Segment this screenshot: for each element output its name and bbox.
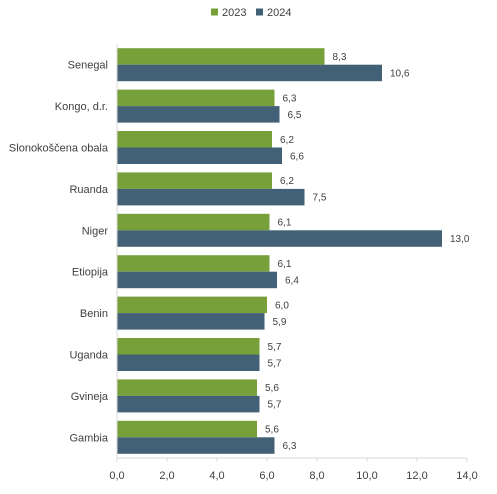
bar-2023 <box>117 420 257 438</box>
data-label: 6,1 <box>278 218 292 229</box>
legend-swatch-2023 <box>211 8 218 16</box>
bar-2023 <box>117 89 275 107</box>
x-tick-label: 14,0 <box>456 470 477 482</box>
axes: Senegal Kongo, d.r. Slonokoščena obala Ruan… <box>9 44 478 482</box>
data-label: 8,3 <box>333 52 347 63</box>
category-label: Niger <box>82 225 109 237</box>
data-label: 6,2 <box>280 176 294 187</box>
bar-2023 <box>117 172 272 189</box>
data-label: 5,7 <box>268 358 282 369</box>
data-label: 7,5 <box>313 193 327 204</box>
data-label: 5,7 <box>268 342 282 353</box>
bar-2024 <box>117 313 265 330</box>
x-tick-label: 12,0 <box>406 470 427 482</box>
category-label: Benin <box>80 308 108 320</box>
bar-2024 <box>117 230 442 247</box>
category-label: Gambia <box>69 432 108 444</box>
data-label: 6,1 <box>278 259 292 270</box>
data-label: 6,0 <box>275 300 289 311</box>
legend-label: 2023 <box>222 7 246 19</box>
bar-2023 <box>117 338 260 355</box>
x-tick-label: 10,0 <box>356 470 377 482</box>
bar-2024 <box>117 271 277 289</box>
category-label: Etiopija <box>72 267 109 279</box>
data-label: 6,3 <box>283 93 297 104</box>
bar-2024 <box>117 147 282 164</box>
category-label: Slonokoščena obala <box>9 143 109 155</box>
legend: 2023 2024 <box>211 7 291 19</box>
data-label: 6,6 <box>290 151 304 162</box>
bar-2023 <box>117 255 270 272</box>
bar-2023 <box>117 379 257 396</box>
x-tick-label: 2,0 <box>159 470 174 482</box>
x-tick-label: 6,0 <box>259 470 274 482</box>
bar-2023 <box>117 131 272 148</box>
bar-2024 <box>117 64 382 82</box>
bar-2024 <box>117 437 275 454</box>
data-label: 10,6 <box>390 68 410 79</box>
x-tick-label: 0,0 <box>109 470 124 482</box>
data-label: 5,6 <box>265 425 279 436</box>
bar-2023 <box>117 213 270 231</box>
bar-2023 <box>117 48 325 65</box>
bar-2023 <box>117 296 267 314</box>
data-label: 13,0 <box>450 234 470 245</box>
bars: 8,3 10,6 6,3 6,5 6,2 6,6 6,2 7,5 6,1 13,0 6,1 6,4 6,… <box>117 48 470 454</box>
legend-swatch-2024 <box>256 8 263 16</box>
category-label: Ruanda <box>69 184 108 196</box>
category-label: Senegal <box>68 60 108 72</box>
data-label: 5,9 <box>273 317 287 328</box>
category-label: Uganda <box>69 350 108 362</box>
data-label: 6,3 <box>283 441 297 452</box>
bar-2024 <box>117 106 280 123</box>
bar-2024 <box>117 188 305 206</box>
x-tick-label: 4,0 <box>209 470 224 482</box>
data-label: 5,6 <box>265 383 279 394</box>
x-tick-label: 8,0 <box>309 470 324 482</box>
data-label: 6,2 <box>280 135 294 146</box>
category-label: Kongo, d.r. <box>55 101 108 113</box>
bar-2024 <box>117 354 260 371</box>
data-label: 6,5 <box>288 110 302 121</box>
data-label: 6,4 <box>285 275 299 286</box>
legend-label: 2024 <box>267 7 291 19</box>
category-label: Gvineja <box>71 391 109 403</box>
bar-2024 <box>117 395 260 413</box>
data-label: 5,7 <box>268 400 282 411</box>
